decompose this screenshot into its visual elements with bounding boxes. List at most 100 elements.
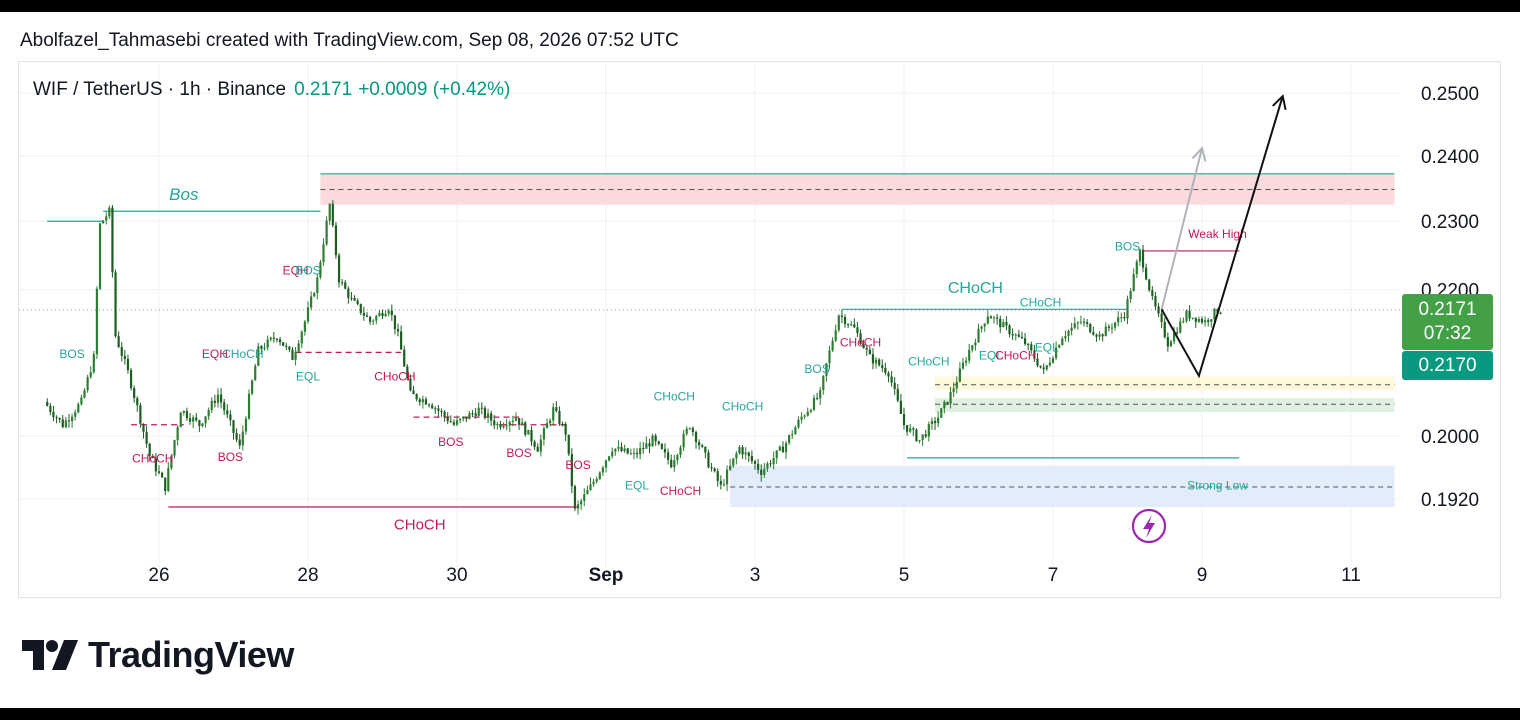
candle-body: [409, 378, 412, 391]
candle-body: [881, 365, 884, 368]
candle-body: [92, 354, 95, 373]
candle-body: [521, 422, 524, 425]
structure-label: BOS: [506, 446, 531, 460]
candle-body: [61, 419, 64, 428]
candle-body: [1045, 365, 1048, 370]
structure-label: CHoCH: [1020, 295, 1061, 309]
candle-body: [800, 416, 803, 420]
candle-body: [918, 439, 921, 441]
candle-body: [1113, 322, 1117, 328]
candle-body: [1204, 320, 1207, 323]
candle-body: [288, 346, 291, 350]
candle-body: [365, 315, 369, 317]
candle-body: [1160, 313, 1163, 322]
candle-body: [1095, 334, 1098, 337]
candle-body: [635, 452, 639, 455]
structure-label: BOS: [804, 362, 829, 376]
candle-body: [1207, 320, 1210, 322]
candle-body: [1048, 362, 1051, 366]
candle-body: [949, 392, 952, 404]
projection-arrow-grey-head: [1191, 146, 1207, 162]
candle-body: [673, 460, 676, 468]
candle-body: [384, 313, 387, 317]
candle-body: [831, 340, 834, 351]
candle-body: [729, 465, 732, 470]
structure-label: Weak High: [1188, 227, 1246, 241]
candle-body: [64, 420, 67, 428]
candle-body: [940, 408, 943, 418]
candle-body: [1073, 323, 1076, 328]
candle-body: [549, 420, 552, 424]
candle-body: [400, 331, 403, 350]
candle-body: [117, 336, 120, 348]
structure-lines-layer: [47, 173, 1395, 508]
candle-body: [539, 439, 542, 452]
candle-body: [822, 375, 825, 391]
candle-body: [313, 293, 316, 297]
candle-body: [372, 320, 375, 322]
candle-body: [865, 347, 868, 350]
candle-body: [1210, 319, 1213, 322]
chart-panel[interactable]: [18, 61, 1501, 598]
candle-body: [592, 481, 595, 485]
candle-body: [573, 486, 577, 509]
candle-body: [412, 390, 415, 395]
x-tick-label: 9: [1197, 565, 1208, 586]
lightning-icon[interactable]: [1131, 508, 1167, 544]
candle-body: [1030, 344, 1033, 351]
candle-body: [1110, 327, 1114, 329]
price-zone: [935, 376, 1395, 391]
candle-body: [999, 318, 1002, 328]
symbol-header[interactable]: WIF / TetherUS · 1h · Binance 0.2171 +0.00…: [33, 79, 510, 101]
candle-body: [468, 413, 471, 420]
candle-body: [567, 434, 570, 454]
candle-body: [645, 443, 648, 449]
candle-body: [1126, 299, 1129, 319]
top-bar: [0, 0, 1520, 12]
candle-body: [185, 410, 189, 419]
candle-body: [213, 400, 216, 403]
candle-body: [850, 324, 853, 326]
last-price-value: 0.2171: [1418, 299, 1477, 320]
x-tick-label: 3: [750, 565, 761, 586]
candle-body: [927, 424, 930, 437]
candle-body: [968, 349, 971, 361]
candle-body: [670, 459, 673, 468]
candle-body: [505, 425, 508, 427]
candle-body: [1023, 338, 1027, 344]
candle-body: [238, 439, 241, 446]
candle-body: [216, 394, 220, 403]
candle-body: [930, 420, 934, 425]
candle-body: [570, 453, 573, 487]
structure-label: CHoCH: [840, 336, 881, 350]
candle-body: [809, 410, 812, 412]
structure-label: CHoCH: [374, 369, 415, 383]
candle-body: [608, 456, 611, 461]
candle-body: [1117, 317, 1120, 323]
candle-body: [884, 367, 887, 373]
candle-body: [1033, 350, 1036, 359]
candle-body: [316, 277, 319, 294]
candle-body: [878, 359, 881, 366]
candle-body: [164, 477, 167, 492]
structure-label: CHoCH: [948, 280, 1003, 297]
candle-body: [427, 404, 431, 406]
candle-body: [977, 328, 980, 343]
candle-body: [1135, 261, 1138, 275]
candle-body: [580, 500, 583, 505]
tradingview-logo[interactable]: TradingView: [22, 634, 294, 676]
structure-label: Strong Low: [1187, 478, 1248, 492]
candle-body: [182, 410, 185, 413]
candle-body: [1185, 310, 1188, 322]
candle-body: [126, 358, 130, 371]
candle-body: [952, 388, 955, 393]
candles-layer[interactable]: [46, 200, 1222, 515]
candle-body: [1200, 318, 1204, 323]
candle-body: [791, 434, 794, 436]
candle-body: [1163, 321, 1166, 337]
candle-body: [418, 399, 421, 403]
candle-body: [192, 417, 195, 422]
candle-body: [1194, 317, 1197, 322]
candle-body: [732, 458, 735, 466]
